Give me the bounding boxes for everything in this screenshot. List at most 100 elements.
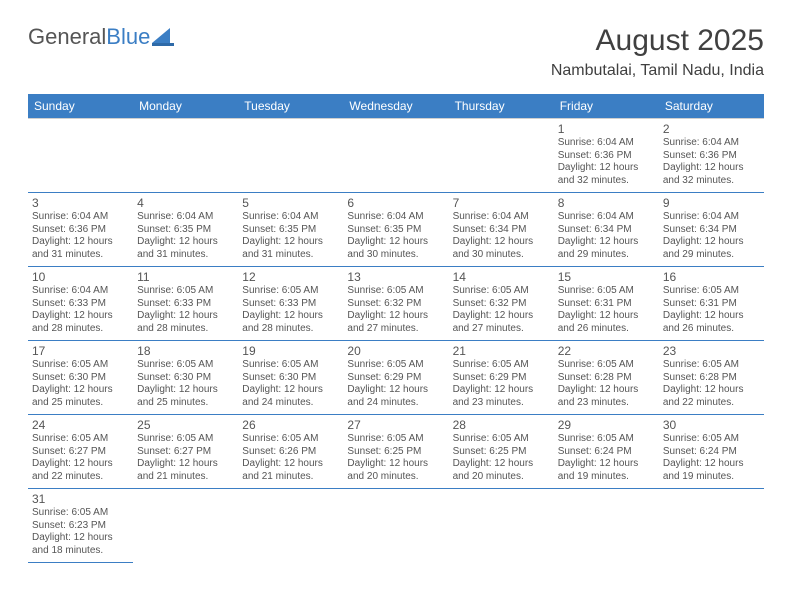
sunset-line: Sunset: 6:31 PM — [663, 298, 760, 311]
sunset-line: Sunset: 6:33 PM — [32, 298, 129, 311]
sunset-line: Sunset: 6:33 PM — [137, 298, 234, 311]
day-number: 6 — [347, 196, 444, 210]
calendar-cell — [28, 119, 133, 193]
calendar-cell: 8Sunrise: 6:04 AMSunset: 6:34 PMDaylight… — [554, 193, 659, 267]
day-number: 10 — [32, 270, 129, 284]
daylight-line: Daylight: 12 hours and 20 minutes. — [347, 458, 444, 483]
sunrise-line: Sunrise: 6:04 AM — [453, 211, 550, 224]
calendar-cell — [554, 489, 659, 563]
daylight-line: Daylight: 12 hours and 27 minutes. — [347, 310, 444, 335]
calendar-cell: 22Sunrise: 6:05 AMSunset: 6:28 PMDayligh… — [554, 341, 659, 415]
day-number: 13 — [347, 270, 444, 284]
calendar-cell: 13Sunrise: 6:05 AMSunset: 6:32 PMDayligh… — [343, 267, 448, 341]
weekday-header: Thursday — [449, 94, 554, 119]
day-number: 7 — [453, 196, 550, 210]
daylight-line: Daylight: 12 hours and 31 minutes. — [137, 236, 234, 261]
sunset-line: Sunset: 6:30 PM — [137, 372, 234, 385]
logo-text-2: Blue — [106, 24, 150, 50]
calendar-cell: 10Sunrise: 6:04 AMSunset: 6:33 PMDayligh… — [28, 267, 133, 341]
daylight-line: Daylight: 12 hours and 19 minutes. — [663, 458, 760, 483]
day-number: 16 — [663, 270, 760, 284]
daylight-line: Daylight: 12 hours and 31 minutes. — [242, 236, 339, 261]
sunrise-line: Sunrise: 6:05 AM — [558, 433, 655, 446]
sunrise-line: Sunrise: 6:04 AM — [663, 137, 760, 150]
sunrise-line: Sunrise: 6:05 AM — [453, 433, 550, 446]
calendar-cell: 24Sunrise: 6:05 AMSunset: 6:27 PMDayligh… — [28, 415, 133, 489]
day-number: 24 — [32, 418, 129, 432]
calendar-cell: 17Sunrise: 6:05 AMSunset: 6:30 PMDayligh… — [28, 341, 133, 415]
daylight-line: Daylight: 12 hours and 28 minutes. — [137, 310, 234, 335]
calendar-cell: 28Sunrise: 6:05 AMSunset: 6:25 PMDayligh… — [449, 415, 554, 489]
sunrise-line: Sunrise: 6:05 AM — [558, 359, 655, 372]
calendar-cell — [449, 119, 554, 193]
daylight-line: Daylight: 12 hours and 24 minutes. — [347, 384, 444, 409]
sunrise-line: Sunrise: 6:04 AM — [347, 211, 444, 224]
daylight-line: Daylight: 12 hours and 27 minutes. — [453, 310, 550, 335]
daylight-line: Daylight: 12 hours and 25 minutes. — [137, 384, 234, 409]
sunset-line: Sunset: 6:34 PM — [453, 224, 550, 237]
sunrise-line: Sunrise: 6:05 AM — [137, 433, 234, 446]
calendar-cell — [659, 489, 764, 563]
calendar-cell: 16Sunrise: 6:05 AMSunset: 6:31 PMDayligh… — [659, 267, 764, 341]
sunrise-line: Sunrise: 6:05 AM — [137, 359, 234, 372]
sunrise-line: Sunrise: 6:04 AM — [242, 211, 339, 224]
daylight-line: Daylight: 12 hours and 19 minutes. — [558, 458, 655, 483]
day-number: 28 — [453, 418, 550, 432]
sunset-line: Sunset: 6:24 PM — [663, 446, 760, 459]
sunset-line: Sunset: 6:36 PM — [663, 150, 760, 163]
sunrise-line: Sunrise: 6:05 AM — [32, 433, 129, 446]
weekday-header: Sunday — [28, 94, 133, 119]
calendar-cell: 31Sunrise: 6:05 AMSunset: 6:23 PMDayligh… — [28, 489, 133, 563]
daylight-line: Daylight: 12 hours and 25 minutes. — [32, 384, 129, 409]
sunrise-line: Sunrise: 6:05 AM — [347, 285, 444, 298]
sunrise-line: Sunrise: 6:04 AM — [137, 211, 234, 224]
calendar-cell: 21Sunrise: 6:05 AMSunset: 6:29 PMDayligh… — [449, 341, 554, 415]
sunset-line: Sunset: 6:35 PM — [137, 224, 234, 237]
location-text: Nambutalai, Tamil Nadu, India — [551, 62, 764, 80]
calendar-cell: 11Sunrise: 6:05 AMSunset: 6:33 PMDayligh… — [133, 267, 238, 341]
calendar-cell: 7Sunrise: 6:04 AMSunset: 6:34 PMDaylight… — [449, 193, 554, 267]
day-number: 9 — [663, 196, 760, 210]
calendar-cell: 30Sunrise: 6:05 AMSunset: 6:24 PMDayligh… — [659, 415, 764, 489]
sunrise-line: Sunrise: 6:05 AM — [242, 285, 339, 298]
calendar-cell: 4Sunrise: 6:04 AMSunset: 6:35 PMDaylight… — [133, 193, 238, 267]
logo: GeneralBlue — [28, 24, 176, 50]
sunset-line: Sunset: 6:36 PM — [558, 150, 655, 163]
logo-text-1: General — [28, 24, 106, 50]
calendar-cell: 14Sunrise: 6:05 AMSunset: 6:32 PMDayligh… — [449, 267, 554, 341]
sunset-line: Sunset: 6:36 PM — [32, 224, 129, 237]
weekday-header: Saturday — [659, 94, 764, 119]
calendar-cell: 1Sunrise: 6:04 AMSunset: 6:36 PMDaylight… — [554, 119, 659, 193]
day-number: 17 — [32, 344, 129, 358]
sunset-line: Sunset: 6:28 PM — [558, 372, 655, 385]
day-number: 11 — [137, 270, 234, 284]
daylight-line: Daylight: 12 hours and 26 minutes. — [663, 310, 760, 335]
month-title: August 2025 — [551, 24, 764, 58]
weekday-header: Tuesday — [238, 94, 343, 119]
sunset-line: Sunset: 6:27 PM — [137, 446, 234, 459]
calendar-cell — [449, 489, 554, 563]
sunrise-line: Sunrise: 6:05 AM — [453, 285, 550, 298]
day-number: 30 — [663, 418, 760, 432]
day-number: 25 — [137, 418, 234, 432]
sunset-line: Sunset: 6:25 PM — [347, 446, 444, 459]
calendar-cell: 5Sunrise: 6:04 AMSunset: 6:35 PMDaylight… — [238, 193, 343, 267]
logo-sail-icon — [152, 28, 176, 46]
sunrise-line: Sunrise: 6:04 AM — [663, 211, 760, 224]
sunrise-line: Sunrise: 6:05 AM — [663, 359, 760, 372]
sunrise-line: Sunrise: 6:04 AM — [32, 211, 129, 224]
daylight-line: Daylight: 12 hours and 29 minutes. — [558, 236, 655, 261]
day-number: 27 — [347, 418, 444, 432]
sunrise-line: Sunrise: 6:05 AM — [663, 433, 760, 446]
sunrise-line: Sunrise: 6:05 AM — [453, 359, 550, 372]
sunset-line: Sunset: 6:30 PM — [32, 372, 129, 385]
sunset-line: Sunset: 6:29 PM — [347, 372, 444, 385]
sunset-line: Sunset: 6:34 PM — [558, 224, 655, 237]
sunset-line: Sunset: 6:32 PM — [347, 298, 444, 311]
calendar-cell: 9Sunrise: 6:04 AMSunset: 6:34 PMDaylight… — [659, 193, 764, 267]
calendar-cell: 23Sunrise: 6:05 AMSunset: 6:28 PMDayligh… — [659, 341, 764, 415]
calendar-cell: 29Sunrise: 6:05 AMSunset: 6:24 PMDayligh… — [554, 415, 659, 489]
sunset-line: Sunset: 6:24 PM — [558, 446, 655, 459]
sunset-line: Sunset: 6:26 PM — [242, 446, 339, 459]
sunset-line: Sunset: 6:33 PM — [242, 298, 339, 311]
